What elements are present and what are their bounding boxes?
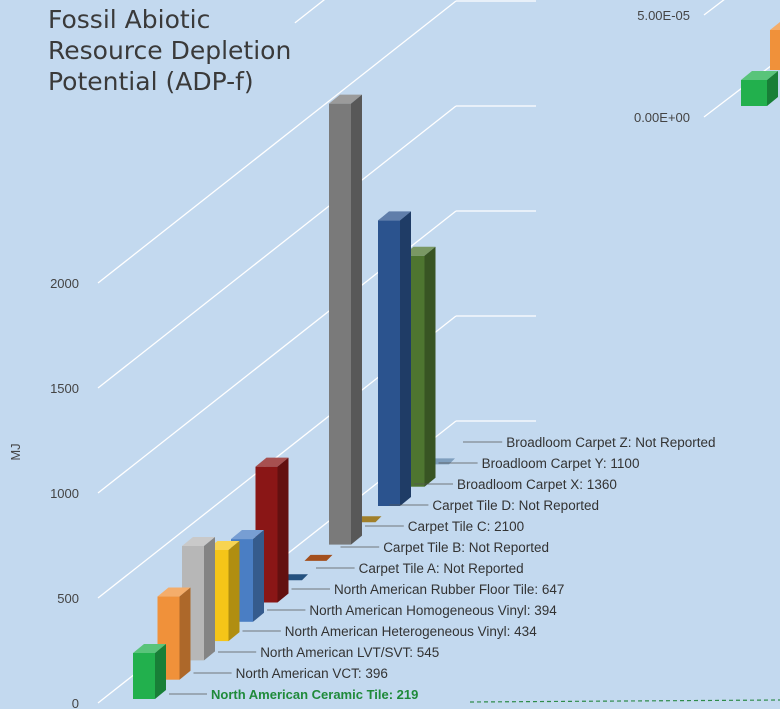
category-label: Carpet Tile B: Not Reported (383, 540, 549, 555)
bar-0 (133, 644, 166, 699)
inset-tick-label: 0.00E+00 (634, 110, 690, 125)
inset-bar-green-side (767, 71, 778, 106)
bar-11-side (424, 246, 436, 487)
bar-2-side (204, 536, 215, 661)
bar-4-side (253, 530, 264, 622)
gridline (97, 0, 457, 284)
chart-title-line-3: Potential (ADP-f) (48, 67, 254, 96)
gridline (294, 0, 326, 24)
bar-8-front (329, 103, 351, 545)
y-axis-label: MJ (8, 443, 23, 460)
bar-flat-7 (304, 554, 333, 561)
inset-bar-green-top (741, 71, 778, 80)
bar-8 (329, 94, 362, 545)
chart-title-line-2: Resource Depletion (48, 36, 292, 65)
inset-bar-green (741, 71, 778, 106)
category-label: Broadloom Carpet Y: 1100 (482, 456, 640, 471)
bar-8-side (351, 94, 362, 545)
category-label: North American Homogeneous Vinyl: 394 (309, 603, 557, 618)
bar-10-side (400, 211, 411, 506)
inset-tick-label: 5.00E-05 (637, 8, 690, 23)
inset-gridline (703, 0, 725, 16)
highlight-dashed-line (469, 699, 780, 703)
category-label: North American Rubber Floor Tile: 647 (334, 582, 564, 597)
chart-title-line-1: Fossil Abiotic (48, 5, 211, 34)
inset-bar-green-front (741, 80, 767, 106)
y-tick-label: 500 (57, 591, 79, 606)
category-label: North American Ceramic Tile: 219 (211, 687, 418, 702)
gridline (97, 105, 457, 389)
category-label: Broadloom Carpet X: 1360 (457, 477, 617, 492)
inset-bar-orange-front (770, 30, 780, 70)
bar-10 (378, 211, 411, 506)
category-label: Carpet Tile C: 2100 (408, 519, 524, 534)
category-label: North American Heterogeneous Vinyl: 434 (285, 624, 537, 639)
category-label: Broadloom Carpet Z: Not Reported (506, 435, 715, 450)
bar-0-side (155, 644, 166, 699)
y-tick-label: 0 (72, 696, 79, 709)
bar-1-side (179, 587, 191, 680)
bar-3-side (228, 540, 240, 642)
inset-bar-orange (770, 22, 780, 70)
bar-5-side (277, 457, 289, 603)
y-tick-label: 1500 (50, 381, 79, 396)
bar-0-front (133, 653, 155, 699)
inset-bar-orange-top (770, 22, 780, 30)
category-label: Carpet Tile A: Not Reported (359, 561, 524, 576)
chart-title: Fossil Abiotic Resource Depletion Potent… (48, 4, 291, 97)
category-label: North American VCT: 396 (236, 666, 388, 681)
category-label: Carpet Tile D: Not Reported (432, 498, 599, 513)
category-label: North American LVT/SVT: 545 (260, 645, 439, 660)
bar-10-front (378, 220, 400, 506)
y-tick-label: 2000 (50, 276, 79, 291)
y-tick-label: 1000 (50, 486, 79, 501)
